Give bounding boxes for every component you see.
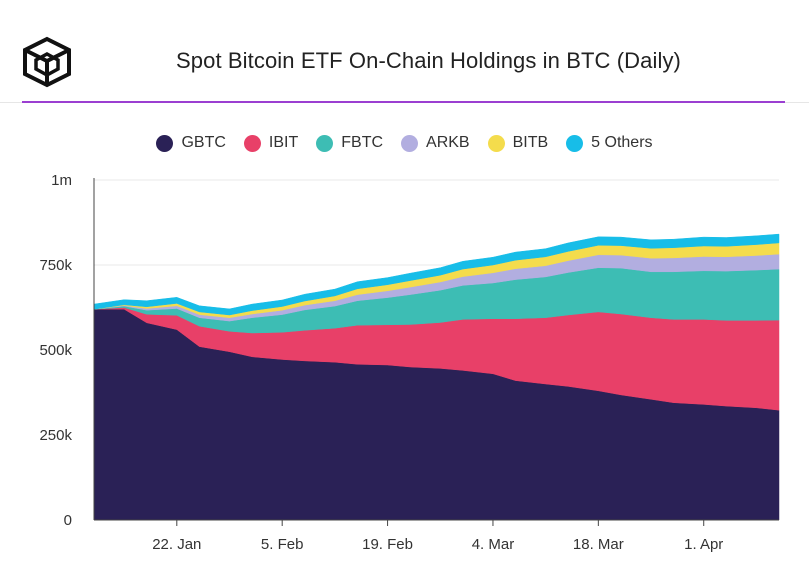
legend-swatch	[316, 134, 334, 152]
y-tick-label: 250k	[39, 427, 72, 444]
legend-item[interactable]: GBTC	[156, 134, 226, 152]
legend-swatch	[487, 134, 505, 152]
legend-swatch	[401, 134, 419, 152]
legend-label: 5 Others	[591, 134, 653, 151]
legend-swatch	[566, 134, 584, 152]
legend-label: ARKB	[426, 134, 470, 151]
legend-item[interactable]: ARKB	[401, 134, 470, 152]
area-5-others	[93, 233, 780, 316]
legend-item[interactable]: 5 Others	[566, 134, 653, 152]
legend-item[interactable]: FBTC	[316, 134, 383, 152]
x-tick-label: 18. Mar	[573, 536, 624, 553]
x-tick-label: 19. Feb	[362, 536, 413, 553]
y-tick-label: 0	[64, 512, 72, 529]
chart-legend: GBTC IBIT FBTC ARKB BITB 5 Others	[0, 134, 809, 152]
x-tick-label: 4. Mar	[472, 536, 515, 553]
accent-divider	[22, 101, 785, 103]
y-tick-label: 1m	[51, 172, 72, 189]
x-tick-label: 5. Feb	[261, 536, 304, 553]
chart-header: Spot Bitcoin ETF On-Chain Holdings in BT…	[0, 0, 809, 103]
cube-logo-icon	[23, 36, 71, 88]
x-tick-label: 1. Apr	[684, 536, 723, 553]
y-tick-label: 500k	[39, 342, 72, 359]
x-tick-label: 22. Jan	[152, 536, 201, 553]
legend-label: GBTC	[181, 134, 226, 151]
legend-swatch	[243, 134, 261, 152]
legend-item[interactable]: IBIT	[243, 134, 299, 152]
legend-label: FBTC	[341, 134, 384, 151]
chart-title: Spot Bitcoin ETF On-Chain Holdings in BT…	[176, 48, 681, 73]
legend-label: BITB	[512, 134, 549, 151]
y-tick-label: 750k	[39, 257, 72, 274]
legend-swatch	[156, 134, 174, 152]
legend-label: IBIT	[268, 134, 299, 151]
legend-item[interactable]: BITB	[487, 134, 549, 152]
